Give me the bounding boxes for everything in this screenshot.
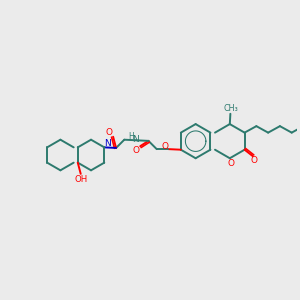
Text: OH: OH [74, 175, 87, 184]
Text: CH₃: CH₃ [223, 104, 238, 113]
Text: O: O [161, 142, 168, 151]
Text: H: H [128, 132, 134, 141]
Text: O: O [106, 128, 112, 137]
Text: O: O [227, 159, 235, 168]
Text: O: O [133, 146, 140, 155]
Text: O: O [251, 156, 258, 165]
Text: N: N [104, 139, 111, 148]
Text: N: N [132, 135, 139, 144]
